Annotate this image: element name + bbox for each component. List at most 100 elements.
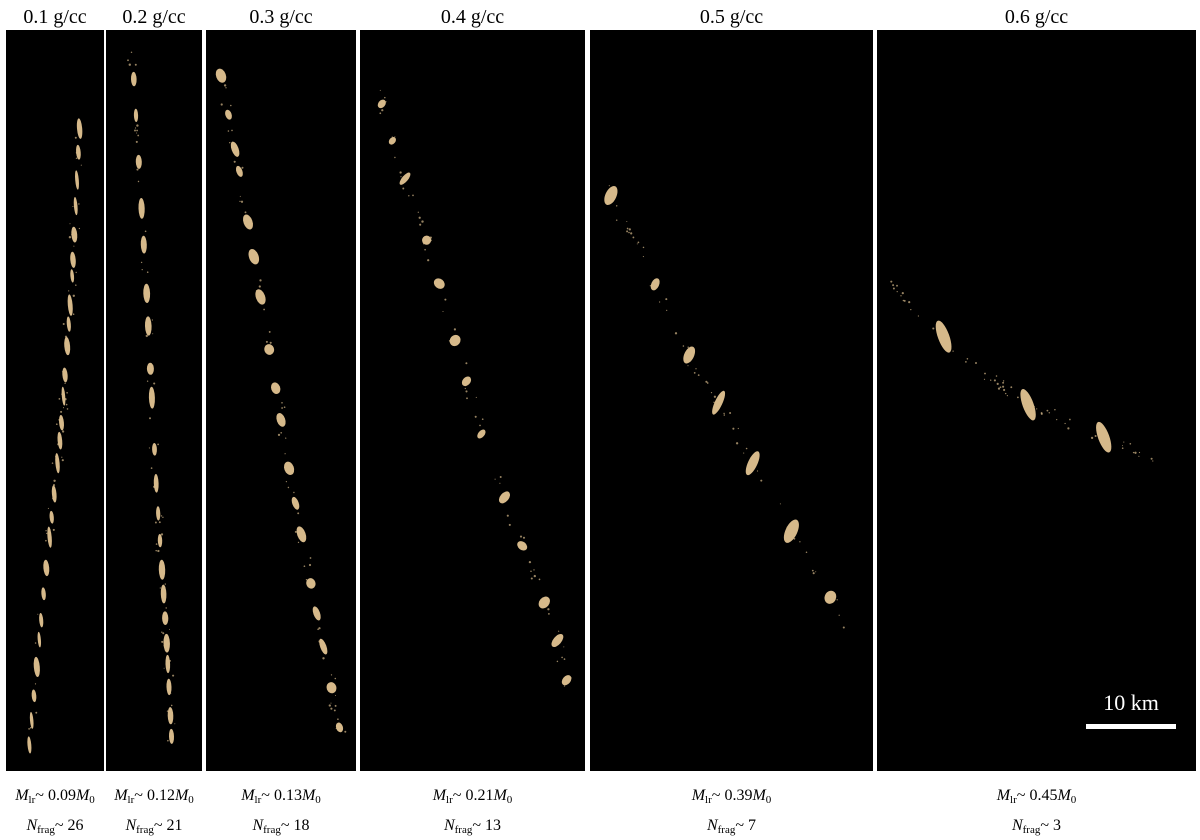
simulation-panel-6 (877, 30, 1196, 771)
debris-particle (75, 284, 77, 286)
fragment (1096, 421, 1112, 453)
debris-particle (330, 674, 333, 676)
debris-particle (1010, 386, 1013, 389)
debris-particle (1064, 422, 1066, 425)
debris-particle (1004, 392, 1007, 395)
debris-particle (145, 334, 148, 338)
scale-bar-label: 10 km (1103, 690, 1159, 715)
debris-particle (34, 683, 37, 685)
debris-particle (136, 168, 139, 171)
mass-label-2: Mlr~ 0.12M0 (114, 787, 194, 806)
debris-particle (710, 392, 713, 394)
debris-particle (317, 628, 319, 631)
fragment (73, 197, 78, 216)
debris-particle (60, 410, 63, 413)
debris-particle (636, 243, 638, 245)
debris-particle (896, 291, 898, 293)
debris-particle (34, 642, 37, 644)
debris-particle (168, 628, 171, 630)
debris-particle (713, 395, 717, 398)
caption-panel-4: Mlr~ 0.21M0 Nfrag~ 13 (360, 786, 585, 840)
fragment (326, 682, 337, 694)
fragment (143, 283, 151, 303)
debris-particle (506, 514, 509, 517)
debris-particle (658, 301, 661, 303)
debris-particle (384, 96, 386, 99)
debris-particle (385, 101, 387, 103)
debris-particle (162, 632, 165, 635)
debris-particle (561, 656, 563, 659)
fragment (130, 71, 137, 87)
fragment (230, 141, 240, 157)
caption-panel-6: Mlr~ 0.45M0 Nfrag~ 3 (877, 786, 1196, 840)
fragment (135, 154, 142, 169)
debris-particle (743, 452, 745, 454)
frag-label-5: Nfrag~ 7 (706, 817, 757, 836)
debris-particle (723, 414, 725, 416)
fragment (551, 633, 564, 648)
debris-particle (330, 702, 332, 704)
debris-particle (999, 386, 1002, 389)
fragment (61, 386, 66, 406)
debris-particle (337, 718, 339, 721)
debris-particle (334, 704, 337, 707)
debris-particle (130, 51, 133, 54)
debris-particle (134, 63, 137, 66)
fragment (312, 606, 321, 621)
fragment (517, 541, 528, 551)
debris-particle (308, 563, 312, 567)
debris-particle (608, 185, 610, 187)
debris-particle (1036, 408, 1038, 410)
debris-particle (174, 723, 176, 725)
debris-particle (417, 211, 419, 213)
debris-particle (1054, 408, 1056, 411)
debris-particle (697, 374, 700, 376)
fragment-chain-3 (215, 68, 347, 733)
debris-particle (134, 129, 136, 132)
debris-particle (162, 516, 164, 519)
debris-particle (1002, 381, 1005, 384)
fragment (33, 656, 40, 677)
fragment (477, 429, 486, 439)
debris-particle (1046, 409, 1049, 412)
debris-particle (47, 507, 49, 509)
debris-particle (1152, 460, 1154, 462)
debris-particle (1006, 395, 1008, 397)
debris-particle (530, 570, 532, 572)
debris-particle (164, 583, 166, 585)
debris-particle (983, 378, 986, 380)
debris-particle (805, 551, 808, 553)
debris-particle (695, 368, 697, 370)
debris-particle (494, 478, 496, 480)
debris-particle (1016, 396, 1019, 399)
fragment (76, 118, 83, 139)
debris-particle (137, 180, 140, 183)
frag-label-3: Nfrag~ 18 (252, 817, 310, 836)
caption-panel-2: Mlr~ 0.12M0 Nfrag~ 21 (104, 786, 204, 840)
debris-particle (687, 365, 689, 367)
debris-particle (995, 375, 998, 377)
debris-particle (1138, 451, 1141, 454)
debris-particle (394, 156, 396, 159)
debris-particle (538, 578, 541, 581)
debris-particle (303, 565, 306, 568)
debris-particle (151, 319, 153, 321)
debris-particle (293, 491, 295, 494)
fragment (165, 654, 171, 674)
debris-particle (333, 709, 336, 712)
debris-particle (812, 572, 815, 575)
debris-particle (72, 205, 74, 208)
debris-particle (626, 220, 628, 223)
debris-particle (1002, 385, 1005, 388)
fragment (276, 413, 286, 427)
debris-particle (533, 574, 536, 578)
debris-particle (444, 298, 447, 301)
caption-panel-5: Mlr~ 0.39M0 Nfrag~ 7 (590, 786, 873, 840)
fragment (166, 678, 172, 696)
debris-particle (334, 677, 337, 680)
debris-particle (917, 315, 920, 317)
debris-particle (508, 523, 511, 526)
debris-particle (134, 127, 137, 129)
debris-particle (547, 612, 550, 615)
debris-particle (241, 166, 244, 169)
